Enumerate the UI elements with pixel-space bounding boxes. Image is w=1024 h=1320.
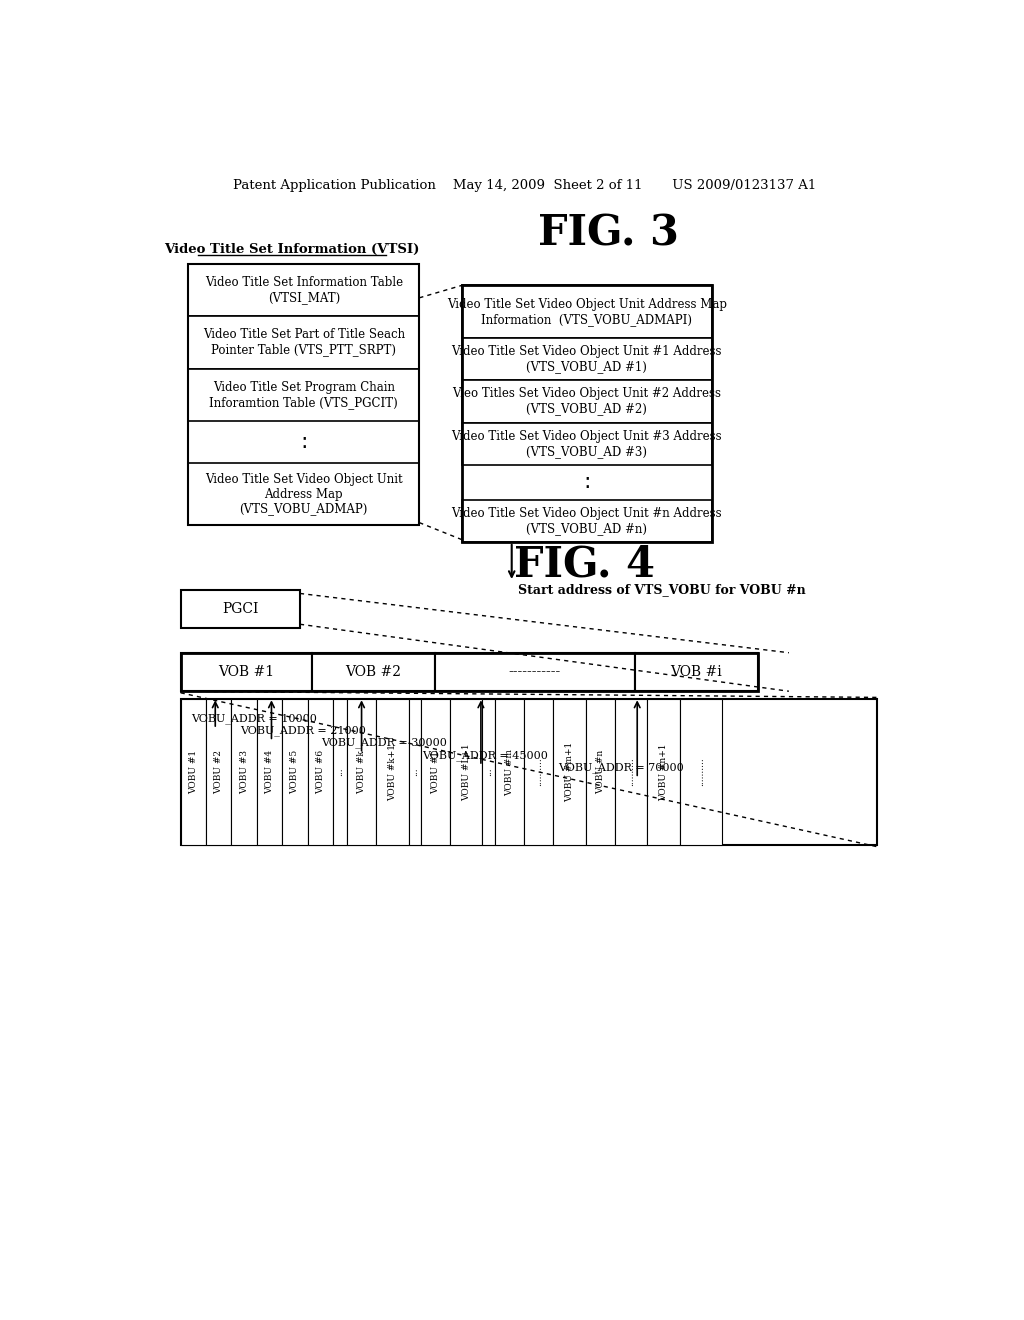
FancyBboxPatch shape bbox=[333, 700, 347, 845]
FancyBboxPatch shape bbox=[482, 700, 495, 845]
Text: VOBU_ADDR = 45000: VOBU_ADDR = 45000 bbox=[422, 750, 548, 760]
Text: ..........: .......... bbox=[627, 758, 636, 787]
Text: FIG. 4: FIG. 4 bbox=[514, 544, 655, 585]
FancyBboxPatch shape bbox=[188, 264, 419, 317]
FancyBboxPatch shape bbox=[311, 653, 435, 692]
Text: Video Title Set Video Object Unit #n Address
(VTS_VOBU_AD #n): Video Title Set Video Object Unit #n Add… bbox=[452, 507, 722, 535]
Text: Start address of VTS_VOBU for VOBU #n: Start address of VTS_VOBU for VOBU #n bbox=[518, 583, 806, 597]
Text: VOBU #k: VOBU #k bbox=[357, 750, 366, 793]
FancyBboxPatch shape bbox=[376, 700, 409, 845]
FancyBboxPatch shape bbox=[180, 700, 206, 845]
Text: ...: ... bbox=[411, 768, 419, 776]
Text: Video Title Set Video Object Unit #3 Address
(VTS_VOBU_AD #3): Video Title Set Video Object Unit #3 Add… bbox=[452, 430, 722, 458]
Text: Video Title Set Video Object Unit Address Map
Information  (VTS_VOBU_ADMAPI): Video Title Set Video Object Unit Addres… bbox=[446, 297, 727, 326]
Text: ..........: .......... bbox=[696, 758, 706, 787]
FancyBboxPatch shape bbox=[647, 700, 680, 845]
FancyBboxPatch shape bbox=[231, 700, 257, 845]
FancyBboxPatch shape bbox=[462, 499, 712, 543]
FancyBboxPatch shape bbox=[180, 653, 311, 692]
FancyBboxPatch shape bbox=[188, 463, 419, 525]
FancyBboxPatch shape bbox=[206, 700, 231, 845]
FancyBboxPatch shape bbox=[680, 700, 722, 845]
Text: ...: ... bbox=[336, 768, 344, 776]
Text: Patent Application Publication    May 14, 2009  Sheet 2 of 11       US 2009/0123: Patent Application Publication May 14, 2… bbox=[233, 178, 816, 191]
Text: ...: ... bbox=[484, 768, 494, 776]
FancyBboxPatch shape bbox=[462, 422, 712, 465]
FancyBboxPatch shape bbox=[180, 590, 300, 628]
FancyBboxPatch shape bbox=[553, 700, 586, 845]
Text: ..........: .......... bbox=[535, 758, 543, 787]
FancyBboxPatch shape bbox=[635, 653, 758, 692]
Text: VOBU #6: VOBU #6 bbox=[315, 750, 325, 795]
Text: Video Title Set Video Object Unit #1 Address
(VTS_VOBU_AD #1): Video Title Set Video Object Unit #1 Add… bbox=[452, 345, 722, 374]
Text: VOBU_ADDR = 70000: VOBU_ADDR = 70000 bbox=[558, 762, 684, 774]
Text: VOBU #L+1: VOBU #L+1 bbox=[462, 743, 471, 801]
Text: VOBU #n+1: VOBU #n+1 bbox=[658, 743, 668, 801]
FancyBboxPatch shape bbox=[451, 700, 482, 845]
FancyBboxPatch shape bbox=[462, 285, 712, 338]
FancyBboxPatch shape bbox=[307, 700, 333, 845]
Text: PGCI: PGCI bbox=[222, 602, 258, 616]
Text: -----------: ----------- bbox=[509, 665, 561, 678]
FancyBboxPatch shape bbox=[188, 317, 419, 368]
Text: VOBU_ADDR = 21000: VOBU_ADDR = 21000 bbox=[240, 725, 366, 737]
Text: VOB #1: VOB #1 bbox=[218, 665, 274, 678]
Text: FIG. 3: FIG. 3 bbox=[538, 213, 678, 255]
Text: VOBU #L: VOBU #L bbox=[431, 750, 440, 795]
FancyBboxPatch shape bbox=[435, 653, 635, 692]
Text: VOBU #m: VOBU #m bbox=[505, 748, 514, 796]
Text: VOBU #2: VOBU #2 bbox=[214, 750, 223, 795]
FancyBboxPatch shape bbox=[421, 700, 451, 845]
Text: VOB #i: VOB #i bbox=[671, 665, 722, 678]
FancyBboxPatch shape bbox=[257, 700, 283, 845]
FancyBboxPatch shape bbox=[462, 380, 712, 422]
Text: Video Title Set Part of Title Seach
Pointer Table (VTS_PTT_SRPT): Video Title Set Part of Title Seach Poin… bbox=[203, 329, 404, 356]
FancyBboxPatch shape bbox=[283, 700, 307, 845]
Text: VOBU_ADDR = 30000: VOBU_ADDR = 30000 bbox=[322, 738, 447, 748]
FancyBboxPatch shape bbox=[524, 700, 553, 845]
Text: :: : bbox=[300, 432, 307, 453]
Text: Video Title Set Video Object Unit
Address Map
(VTS_VOBU_ADMAP): Video Title Set Video Object Unit Addres… bbox=[205, 473, 402, 516]
Text: VOBU #m+1: VOBU #m+1 bbox=[565, 742, 574, 803]
Text: Vieo Titles Set Video Object Unit #2 Address
(VTS_VOBU_AD #2): Vieo Titles Set Video Object Unit #2 Add… bbox=[453, 387, 721, 416]
FancyBboxPatch shape bbox=[180, 700, 878, 845]
FancyBboxPatch shape bbox=[347, 700, 376, 845]
Text: VOBU #5: VOBU #5 bbox=[291, 750, 299, 795]
FancyBboxPatch shape bbox=[188, 368, 419, 421]
Text: VOBU #1: VOBU #1 bbox=[188, 750, 198, 795]
Text: Video Title Set Program Chain
Inforamtion Table (VTS_PGCIT): Video Title Set Program Chain Inforamtio… bbox=[210, 380, 398, 409]
Text: VOBU #3: VOBU #3 bbox=[240, 750, 249, 795]
Text: :: : bbox=[583, 473, 591, 492]
Text: Video Title Set Information Table
(VTSI_MAT): Video Title Set Information Table (VTSI_… bbox=[205, 276, 402, 304]
Text: Video Title Set Information (VTSI): Video Title Set Information (VTSI) bbox=[165, 243, 420, 256]
Text: VOBU #n: VOBU #n bbox=[596, 750, 605, 795]
FancyBboxPatch shape bbox=[409, 700, 421, 845]
Text: VOBU #4: VOBU #4 bbox=[265, 750, 274, 795]
Text: VOBU #k+1: VOBU #k+1 bbox=[388, 743, 397, 801]
FancyBboxPatch shape bbox=[495, 700, 524, 845]
FancyBboxPatch shape bbox=[586, 700, 614, 845]
FancyBboxPatch shape bbox=[614, 700, 647, 845]
Text: VOBU_ADDR = 10000: VOBU_ADDR = 10000 bbox=[190, 713, 316, 723]
FancyBboxPatch shape bbox=[462, 338, 712, 380]
Text: VOB #2: VOB #2 bbox=[345, 665, 401, 678]
